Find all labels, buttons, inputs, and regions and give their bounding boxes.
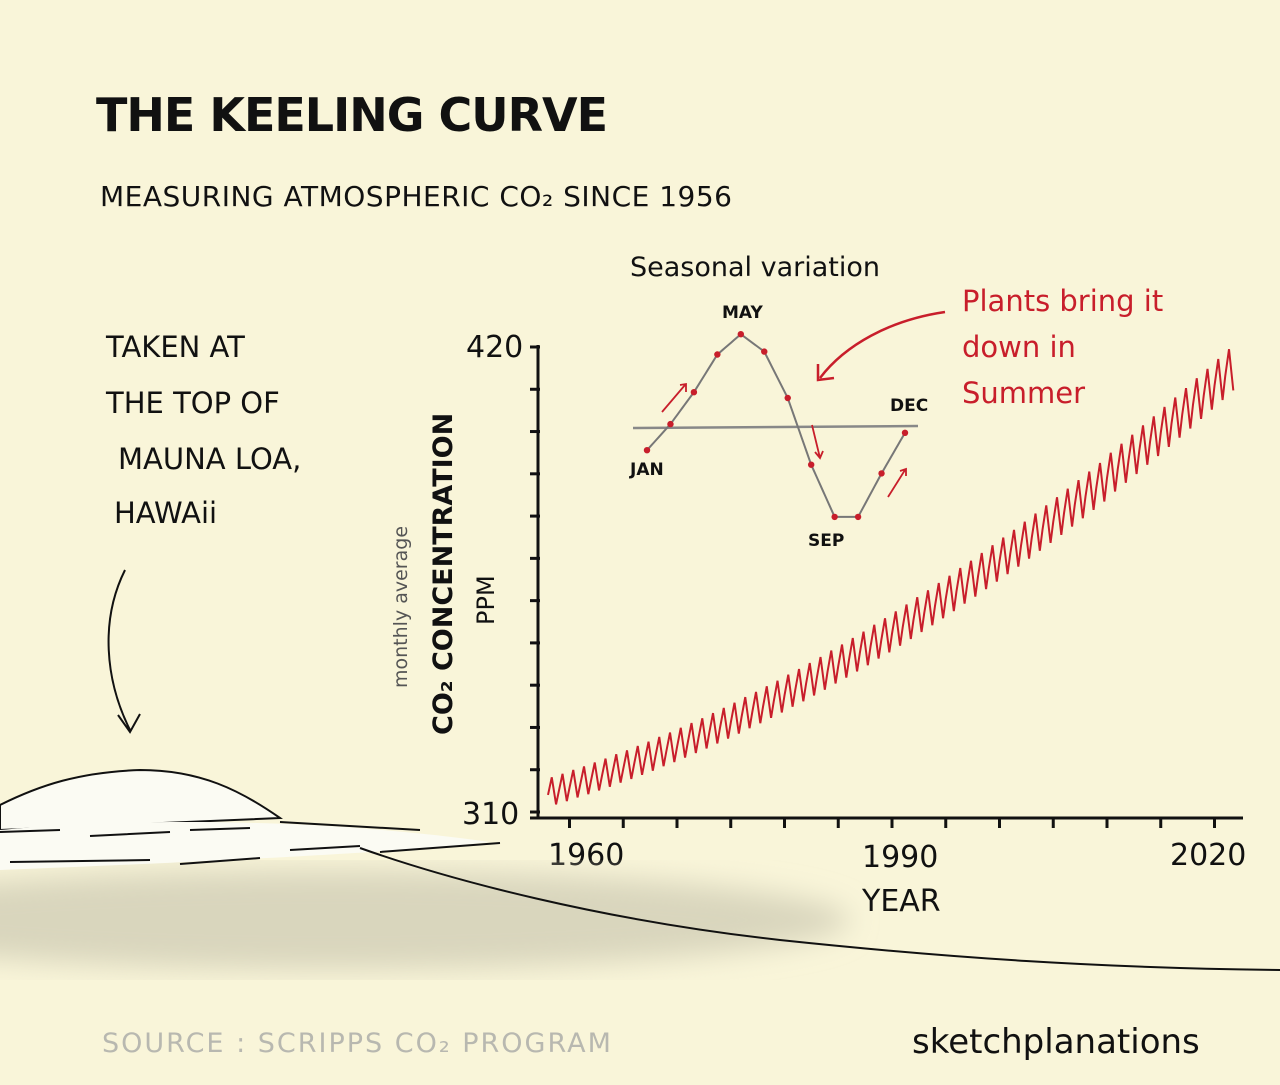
falling-arrow-icon bbox=[811, 424, 824, 460]
inset-month-point-jan bbox=[643, 447, 651, 454]
inset-title: Seasonal variation bbox=[630, 252, 881, 283]
inset-month-point-oct bbox=[854, 513, 862, 521]
inset-month-point-may bbox=[737, 331, 745, 338]
inset-month-point-dec bbox=[901, 429, 909, 436]
arrow-down-icon bbox=[107, 569, 141, 734]
inset-label-may: MAY bbox=[722, 303, 763, 323]
location-line-3: MAUNA LOA, bbox=[118, 442, 302, 476]
xlabel: YEAR bbox=[862, 884, 941, 919]
inset-month-point-apr bbox=[714, 351, 721, 358]
plants-annotation: Plants bring it down in Summer bbox=[962, 284, 1164, 410]
brand-logo: sketchplanations bbox=[912, 1022, 1200, 1062]
inset-month-point-nov bbox=[878, 470, 885, 477]
chart-title: THE KEELING CURVE bbox=[96, 88, 608, 142]
rising-arrow-icon-2 bbox=[887, 467, 907, 498]
ground-line bbox=[359, 847, 1280, 971]
inset-month-point-jun bbox=[761, 348, 768, 355]
inset-month-point-feb bbox=[667, 420, 674, 428]
mountain-shadow bbox=[0, 870, 850, 970]
inset-label-jan: JAN bbox=[630, 460, 664, 480]
inset-month-point-sep bbox=[831, 513, 838, 521]
inset-month-point-aug bbox=[807, 461, 815, 468]
chart-subtitle: MEASURING ATMOSPHERIC CO₂ SINCE 1956 bbox=[100, 180, 733, 213]
pointer-arrow-icon bbox=[816, 310, 946, 382]
inset-month-point-mar bbox=[690, 389, 698, 396]
cloud-lines bbox=[0, 821, 501, 865]
xtick-label-1990: 1990 bbox=[862, 840, 939, 875]
inset-month-point-jul bbox=[784, 394, 791, 402]
keeling-curve-line bbox=[547, 349, 1235, 805]
ytick-label-310: 310 bbox=[462, 797, 520, 832]
rising-arrow-icon bbox=[661, 382, 687, 413]
location-line-4: HAWAii bbox=[114, 496, 218, 530]
inset-label-sep: SEP bbox=[808, 531, 845, 551]
inset-seasonal-curve bbox=[646, 332, 906, 518]
inset-baseline bbox=[632, 424, 919, 430]
xtick-label-1960: 1960 bbox=[548, 838, 625, 873]
inset-label-dec: DEC bbox=[890, 396, 929, 416]
mauna-loa-summit bbox=[0, 768, 283, 832]
source-note: SOURCE : SCRIPPS CO₂ PROGRAM bbox=[102, 1028, 613, 1059]
location-line-1: TAKEN AT bbox=[106, 330, 245, 364]
location-line-2: THE TOP OF bbox=[106, 386, 280, 420]
ytick-label-420: 420 bbox=[466, 330, 524, 365]
xtick-label-2020: 2020 bbox=[1170, 838, 1247, 873]
